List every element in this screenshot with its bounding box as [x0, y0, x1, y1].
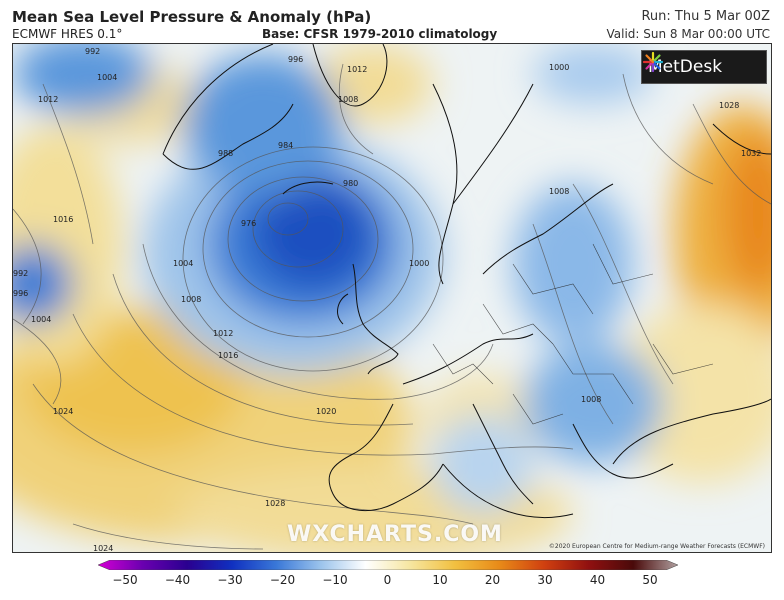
isobar-label: 1004	[97, 73, 117, 82]
colorbar-tick-label: −40	[164, 573, 191, 587]
isobar-label: 992	[13, 269, 28, 278]
isobar-label: 980	[343, 179, 358, 188]
isobar-label: 1004	[173, 259, 193, 268]
isobar-label: 1020	[316, 407, 336, 416]
colorbar-tick-label: 50	[642, 573, 658, 587]
isobar-label: 1016	[53, 215, 73, 224]
isobar-label: 976	[241, 219, 256, 228]
isobar-label: 1012	[38, 95, 58, 104]
chart-title: Mean Sea Level Pressure & Anomaly (hPa)	[12, 8, 372, 26]
colorbar-tick-label: 40	[589, 573, 606, 587]
isobar-label: 1000	[549, 63, 569, 72]
anomaly-colorbar	[98, 560, 678, 570]
isobar-label: 1028	[265, 499, 285, 508]
isobar-label: 1008	[338, 95, 358, 104]
map-canvas: 992 1004 1012 1016 992 996 1004 1004 100…	[13, 44, 771, 552]
isobar-label: 984	[278, 141, 293, 150]
isobar-label: 988	[218, 149, 233, 158]
valid-time-label: Valid: Sun 8 Mar 00:00 UTC	[606, 27, 770, 41]
isobar-label: 1032	[741, 149, 761, 158]
colorbar-tick-label: 20	[484, 573, 501, 587]
isobars	[13, 63, 771, 550]
metdesk-burst-icon	[642, 51, 664, 73]
isobar-label: 1004	[31, 315, 51, 324]
colorbar-tick-label: −50	[112, 573, 138, 587]
isobar-label: 1008	[549, 187, 569, 196]
colorbar-gradient	[98, 560, 678, 570]
isobar-label: 1012	[213, 329, 233, 338]
isobar-label: 1008	[581, 395, 601, 404]
isobar-label: 1012	[347, 65, 367, 74]
isobar-label: 1028	[719, 101, 739, 110]
isobar-label: 992	[85, 47, 100, 56]
pressure-anomaly-map: 992 1004 1012 1016 992 996 1004 1004 100…	[12, 43, 772, 553]
metdesk-logo: MetDesk	[641, 50, 767, 84]
run-time-label: Run: Thu 5 Mar 00Z	[641, 9, 770, 24]
borders	[432, 243, 714, 425]
copyright-notice: ©2020 European Centre for Medium-range W…	[548, 543, 765, 550]
isobar-label: 996	[288, 55, 303, 64]
metdesk-logo-text: MetDesk	[648, 57, 723, 77]
isobar-label: 996	[13, 289, 28, 298]
isobar-label: 1008	[181, 295, 201, 304]
colorbar-tick-label: −20	[269, 573, 296, 587]
isobar-label: 1024	[93, 544, 113, 552]
colorbar-tick-label: −10	[322, 573, 348, 587]
model-label: ECMWF HRES 0.1°	[12, 27, 123, 41]
isobar-label: 1024	[53, 407, 73, 416]
colorbar-tick-label: 0	[383, 573, 392, 587]
colorbar-tick-label: −30	[217, 573, 243, 587]
colorbar-tick-label: 30	[537, 573, 553, 587]
colorbar-tick-label: 10	[432, 573, 448, 587]
isobar-label: 1016	[218, 351, 238, 360]
coastlines	[162, 44, 771, 518]
isobar-label: 1000	[409, 259, 429, 268]
climatology-base-label: Base: CFSR 1979-2010 climatology	[262, 27, 498, 41]
isobar-labels: 992 1004 1012 1016 992 996 1004 1004 100…	[13, 47, 761, 552]
wxcharts-watermark: WXCHARTS.COM	[287, 522, 503, 547]
